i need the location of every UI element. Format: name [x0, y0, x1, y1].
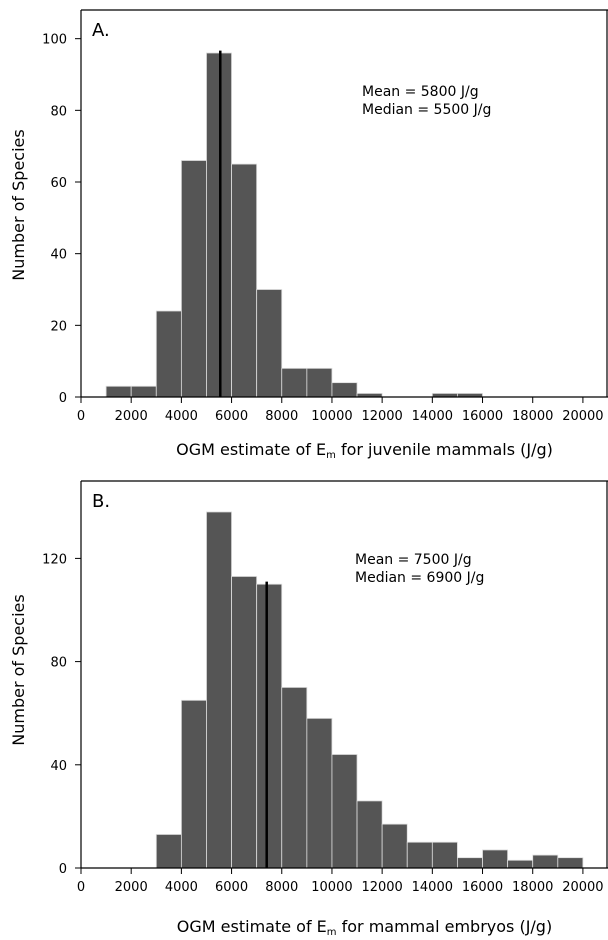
histogram-bar [206, 511, 232, 869]
y-tick-label: 40 [50, 759, 67, 774]
x-tick-label: 10000 [311, 880, 352, 895]
y-tick-label: 0 [59, 391, 67, 406]
x-tick-label: 12000 [361, 409, 402, 424]
y-axis-label: Number of Species [9, 594, 28, 745]
x-tick-label: 2000 [115, 880, 148, 895]
y-axis-label: Number of Species [9, 129, 28, 280]
histogram-bar [180, 160, 207, 398]
x-tick-label: 4000 [165, 880, 198, 895]
stats-annotation: Mean = 5800 J/g [362, 84, 479, 100]
histogram-bar [381, 823, 408, 869]
histogram-bar [356, 800, 383, 869]
histogram-bar [180, 699, 207, 869]
x-tick-label: 14000 [412, 880, 453, 895]
y-tick-label: 0 [59, 862, 67, 877]
histogram-bar [532, 854, 559, 869]
histogram-bar [331, 754, 358, 869]
x-tick-label: 6000 [215, 880, 248, 895]
histogram-bar [231, 163, 258, 398]
x-tick-label: 8000 [265, 409, 298, 424]
x-tick-label: 14000 [412, 409, 453, 424]
x-tick-label: 0 [77, 409, 85, 424]
histogram-bar [256, 289, 283, 398]
histogram-bar [431, 841, 458, 869]
histogram-bar [306, 717, 333, 869]
histogram-bar [457, 857, 483, 869]
x-tick-label: 10000 [311, 409, 352, 424]
stats-annotation: Mean = 7500 J/g [355, 552, 472, 568]
histogram-bar [507, 859, 534, 869]
x-tick-label: 0 [77, 880, 85, 895]
histogram-bar [331, 382, 358, 398]
panel-label: A. [92, 20, 110, 41]
stats-annotation: Median = 6900 J/g [355, 570, 484, 586]
y-tick-label: 120 [42, 552, 67, 567]
histogram-bar [281, 687, 308, 869]
x-tick-label: 12000 [361, 880, 402, 895]
histogram-bar [206, 52, 232, 398]
histogram-panel-b: 0 2000 4000 6000 8000 10000 12000 14000 16000 180… [9, 480, 608, 938]
histogram-bar [105, 385, 132, 398]
y-tick-label: 100 [42, 33, 67, 48]
x-tick-label: 6000 [215, 409, 248, 424]
histogram-bar [406, 841, 433, 869]
y-tick-label: 60 [50, 176, 67, 191]
x-tick-label: 16000 [462, 880, 503, 895]
stats-annotation: Median = 5500 J/g [362, 102, 491, 118]
y-tick-label: 80 [50, 104, 67, 119]
histogram-bar [557, 857, 584, 869]
x-tick-label: 2000 [115, 409, 148, 424]
y-tick-label: 40 [50, 248, 67, 263]
x-tick-label: 8000 [265, 880, 298, 895]
x-tick-label: 18000 [512, 880, 553, 895]
histogram-bar [256, 583, 283, 869]
histogram-bar [130, 385, 157, 398]
x-tick-label: 4000 [165, 409, 198, 424]
x-tick-label: 18000 [512, 409, 553, 424]
y-tick-label: 80 [50, 656, 67, 671]
x-tick-label: 16000 [462, 409, 503, 424]
x-tick-label: 20000 [562, 880, 603, 895]
histogram-bar [281, 367, 308, 398]
histogram-bar [155, 834, 182, 869]
histogram-bar [231, 576, 258, 869]
histogram-bar [482, 849, 509, 869]
x-axis-label: OGM estimate of Em for mammal embryos (J… [177, 917, 552, 938]
y-tick-label: 20 [50, 319, 67, 334]
histogram-bar [306, 367, 333, 398]
x-tick-label: 20000 [562, 409, 603, 424]
panel-label: B. [92, 491, 110, 512]
histogram-panel-a: 0 2000 4000 6000 8000 10000 12000 14000 16000 180… [9, 9, 608, 461]
histogram-bar [155, 310, 182, 398]
x-axis-label: OGM estimate of Em for juvenile mammals … [176, 440, 553, 461]
